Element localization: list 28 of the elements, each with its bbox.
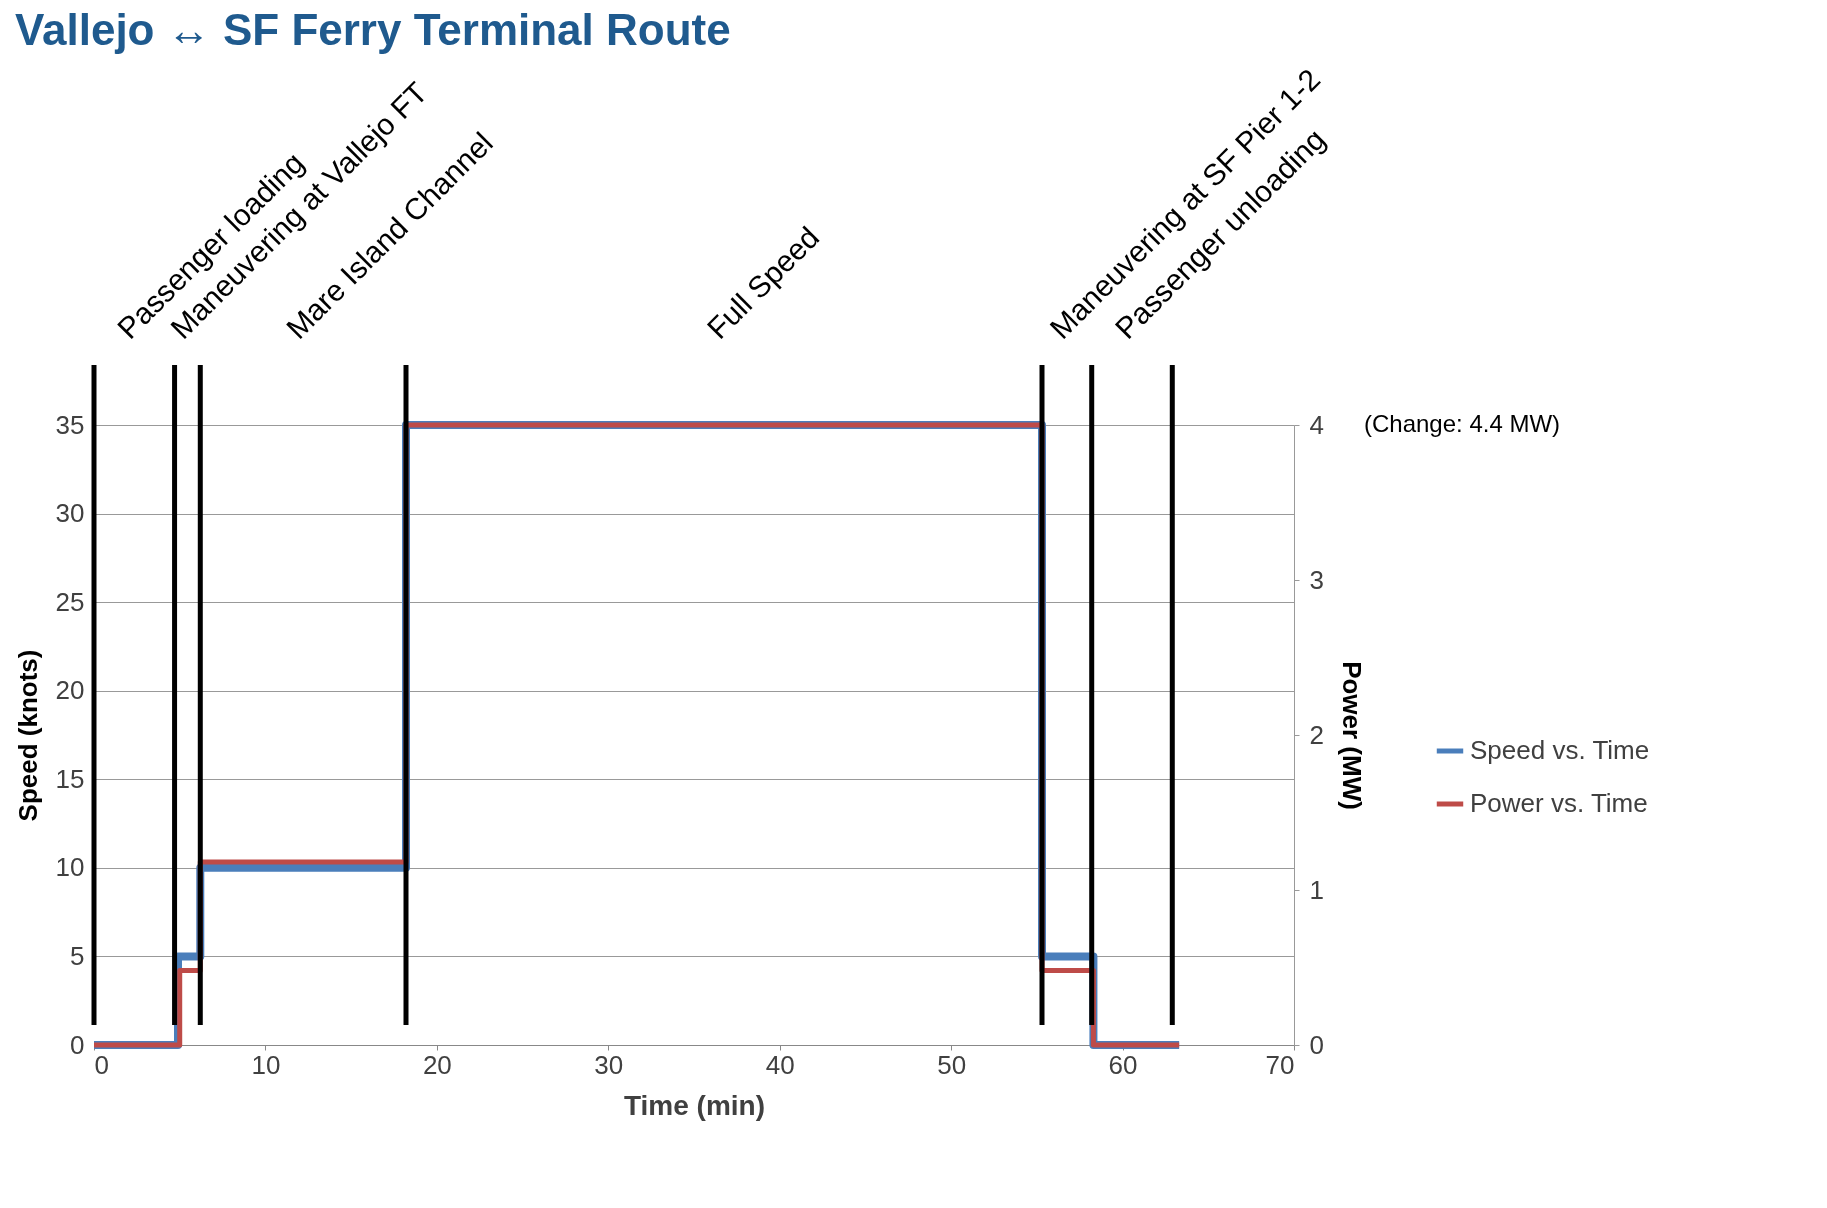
x-tick-label: 70 (1265, 1049, 1295, 1080)
y2-tick-label: 2 (1309, 719, 1324, 750)
x-tick-label: 20 (422, 1049, 452, 1080)
x-tick-label: 0 (94, 1049, 109, 1080)
legend-label: Power vs. Time (1470, 788, 1648, 818)
y-axis-title: Speed (knots) (12, 649, 43, 822)
y2-tick-label: 4 (1309, 409, 1324, 440)
y-tick-label: 25 (55, 586, 85, 617)
y-tick-label: 0 (70, 1029, 85, 1060)
x-tick-label: 30 (594, 1049, 624, 1080)
y2-tick-label: 3 (1309, 564, 1324, 595)
y-tick-label: 20 (55, 675, 85, 706)
x-axis-title: Time (min) (623, 1089, 766, 1121)
y-tick-label: 5 (70, 940, 85, 971)
text: (Change: 4.4 MW) (1364, 410, 1561, 437)
chart-title: Vallejo ↔ SF Ferry Terminal Route (15, 5, 731, 55)
y-tick-label: 15 (55, 763, 85, 794)
y-tick-label: 35 (55, 409, 85, 440)
y-tick-label: 30 (55, 498, 85, 529)
x-tick-label: 10 (251, 1049, 281, 1080)
x-tick-label: 40 (765, 1049, 795, 1080)
y2-tick-label: 1 (1309, 874, 1324, 905)
x-tick-label: 50 (937, 1049, 967, 1080)
y-tick-label: 10 (55, 852, 85, 883)
y2-axis-title: Power (MW) (1336, 661, 1367, 810)
x-tick-label: 60 (1108, 1049, 1138, 1080)
legend-label: Speed vs. Time (1470, 735, 1650, 765)
y2-tick-label: 0 (1309, 1029, 1324, 1060)
